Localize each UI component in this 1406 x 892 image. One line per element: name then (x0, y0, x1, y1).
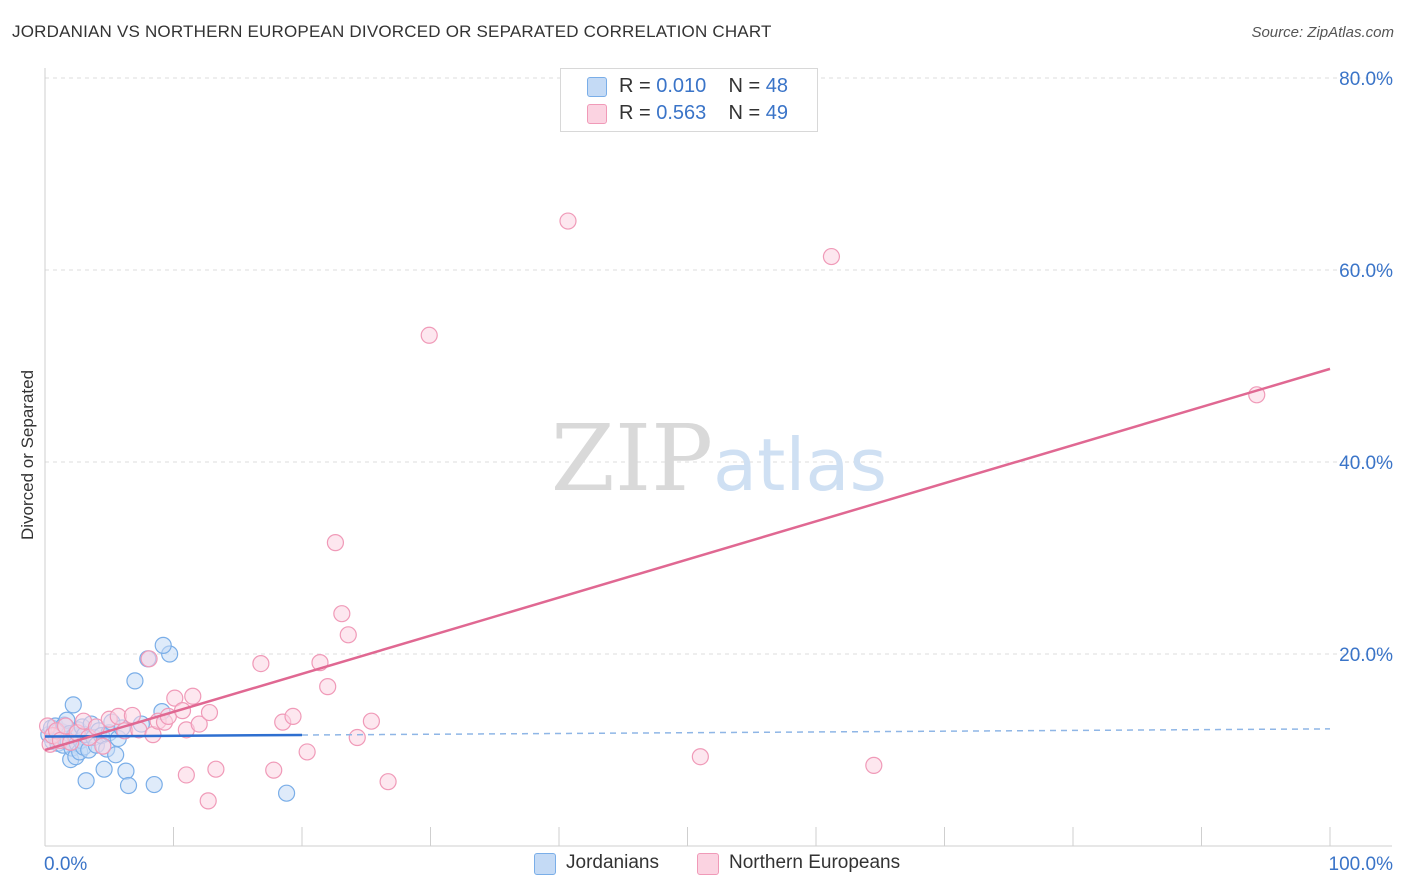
legend-r-label: R = (619, 102, 651, 124)
point-jordanians (154, 636, 172, 654)
point-northern-europeans (339, 626, 357, 644)
legend-n-value: 48 (765, 75, 789, 97)
watermark-atlas: atlas (713, 423, 887, 507)
trend-line-jordanians (44, 733, 303, 738)
legend-swatch-jordanians (587, 77, 607, 97)
point-jordanians (117, 762, 135, 780)
series-swatch-northern-europeans (697, 853, 719, 875)
legend-n-value: 49 (765, 102, 789, 124)
chart-title: JORDANIAN VS NORTHERN EUROPEAN DIVORCED … (12, 22, 772, 41)
x-tick-label: 0.0% (44, 854, 87, 875)
point-northern-europeans (691, 748, 709, 766)
y-tick-labels: 20.0% 40.0% 60.0% 80.0% (1339, 69, 1393, 666)
axes (44, 68, 1392, 847)
correlation-legend: R = 0.010 N = 48 R = 0.563 N = 49 (560, 68, 818, 132)
point-northern-europeans (319, 678, 337, 696)
point-jordanians (95, 760, 113, 778)
point-northern-europeans (140, 650, 158, 668)
point-northern-europeans (252, 654, 270, 673)
gridlines (45, 77, 1392, 655)
point-northern-europeans (559, 212, 577, 230)
legend-r-value: 0.563 (656, 102, 707, 124)
point-northern-europeans (94, 737, 112, 755)
data-points (38, 212, 1266, 810)
point-northern-europeans (284, 707, 302, 726)
x-tick-label: 100.0% (1329, 854, 1394, 875)
point-northern-europeans (199, 792, 217, 810)
point-jordanians (277, 784, 296, 802)
point-northern-europeans (265, 761, 283, 779)
point-northern-europeans (298, 743, 316, 761)
point-northern-europeans (184, 687, 202, 705)
point-northern-europeans (822, 247, 841, 266)
point-jordanians (145, 775, 163, 794)
series-label-jordanians: Jordanians (566, 852, 659, 873)
point-jordanians (119, 776, 138, 795)
point-northern-europeans (123, 706, 141, 725)
series-swatch-jordanians (534, 853, 556, 875)
y-tick-label: 40.0% (1339, 453, 1393, 474)
chart-source: Source: ZipAtlas.com (1251, 24, 1394, 41)
trend-lines (44, 367, 1331, 752)
point-northern-europeans (379, 773, 397, 791)
x-tick-labels: 0.0% 100.0% (44, 854, 1393, 875)
point-northern-europeans (177, 766, 195, 784)
point-northern-europeans (420, 326, 438, 344)
y-tick-label: 80.0% (1339, 69, 1393, 90)
legend-r-value: 0.010 (656, 75, 707, 97)
point-northern-europeans (865, 756, 883, 774)
point-northern-europeans (166, 689, 184, 707)
y-tick-label: 60.0% (1339, 261, 1393, 282)
legend-n-label: N = (728, 102, 761, 124)
point-northern-europeans (348, 728, 366, 747)
point-northern-europeans (333, 605, 351, 623)
trend-line-jordanians-extrapolated (301, 728, 1331, 736)
y-tick-label: 20.0% (1339, 645, 1393, 666)
legend-swatch-northern-europeans (587, 104, 607, 124)
point-jordanians (77, 772, 95, 790)
point-jordanians (126, 672, 144, 690)
series-label-northern-europeans: Northern Europeans (729, 852, 901, 873)
point-northern-europeans (326, 534, 345, 552)
point-jordanians (64, 696, 82, 714)
legend-r-label: R = (619, 75, 651, 97)
watermark-zip: ZIP (551, 405, 713, 512)
point-northern-europeans (207, 760, 225, 778)
point-northern-europeans (362, 712, 380, 730)
trend-line-northern-europeans (44, 367, 1331, 752)
point-northern-europeans (190, 715, 208, 733)
point-jordanians (107, 746, 125, 764)
point-northern-europeans (200, 703, 219, 722)
legend-n-label: N = (728, 75, 761, 97)
